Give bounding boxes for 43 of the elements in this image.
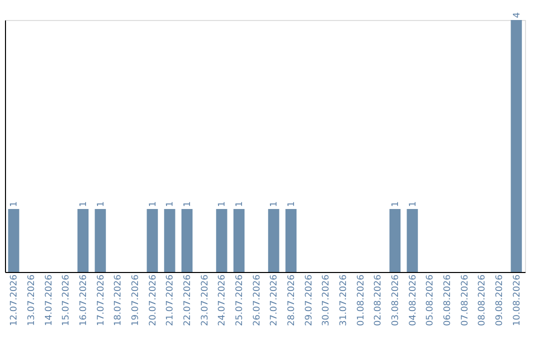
x-tick-label: 20.07.2026 (148, 274, 158, 326)
x-tick-label: 21.07.2026 (166, 274, 176, 326)
data-label: 1 (218, 201, 228, 207)
data-label: 4 (512, 12, 522, 18)
x-tick-label: 28.07.2026 (287, 274, 297, 326)
x-tick-label: 02.08.2026 (374, 274, 384, 326)
x-tick-label: 26.07.2026 (252, 274, 262, 326)
x-tick-label: 14.07.2026 (44, 274, 54, 326)
data-label: 1 (408, 201, 418, 207)
x-tick-label: 24.07.2026 (218, 274, 228, 326)
x-tick-label: 30.07.2026 (322, 274, 332, 326)
x-tick-label: 22.07.2026 (183, 274, 193, 326)
data-label: 1 (10, 201, 20, 207)
x-tick-label: 16.07.2026 (79, 274, 89, 326)
x-tick-label: 01.08.2026 (356, 274, 366, 326)
data-label: 1 (79, 201, 89, 207)
x-tick-label: 04.08.2026 (408, 274, 418, 326)
x-tick-label: 07.08.2026 (460, 274, 470, 326)
x-tick-label: 09.08.2026 (495, 274, 505, 326)
x-tick-label: 06.08.2026 (443, 274, 453, 326)
x-tick-label: 31.07.2026 (339, 274, 349, 326)
x-tick-label: 15.07.2026 (62, 274, 72, 326)
x-tick-label: 19.07.2026 (131, 274, 141, 326)
data-label: 1 (391, 201, 401, 207)
data-label: 1 (166, 201, 176, 207)
x-tick-label: 12.07.2026 (10, 274, 20, 326)
x-tick-label: 17.07.2026 (96, 274, 106, 326)
data-label: 1 (148, 201, 158, 207)
x-tick-label: 18.07.2026 (114, 274, 124, 326)
x-tick-label: 27.07.2026 (270, 274, 280, 326)
x-tick-label: 03.08.2026 (391, 274, 401, 326)
x-tick-label: 29.07.2026 (304, 274, 314, 326)
data-label: 1 (96, 201, 106, 207)
x-tick-label: 05.08.2026 (426, 274, 436, 326)
x-tick-label: 10.08.2026 (512, 274, 522, 326)
data-label: 1 (287, 201, 297, 207)
x-tick-label: 23.07.2026 (200, 274, 210, 326)
data-label: 1 (183, 201, 193, 207)
data-label: 1 (235, 201, 245, 207)
x-tick-label: 25.07.2026 (235, 274, 245, 326)
x-tick-label: 08.08.2026 (478, 274, 488, 326)
data-label: 1 (270, 201, 280, 207)
x-tick-label: 13.07.2026 (27, 274, 37, 326)
